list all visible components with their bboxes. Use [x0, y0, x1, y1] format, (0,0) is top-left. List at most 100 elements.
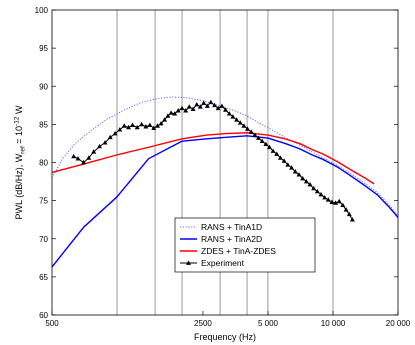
data-point	[346, 211, 352, 217]
data-point	[183, 108, 189, 113]
data-point	[252, 132, 258, 137]
x-tick-label: 5 000	[258, 319, 279, 328]
legend-label: RANS + TinA2D	[201, 234, 262, 244]
series-rans-tina1d	[51, 96, 399, 217]
data-point	[307, 182, 313, 187]
data-point	[303, 178, 309, 184]
data-point	[186, 104, 192, 109]
legend-entry: ZDES + TinA-ZDES	[180, 246, 276, 256]
series-line	[51, 132, 375, 185]
series-rans-tina2d	[51, 135, 399, 268]
data-point	[318, 191, 324, 197]
data-point	[158, 121, 164, 126]
series-line	[51, 96, 399, 217]
data-point	[71, 153, 77, 159]
data-point	[75, 156, 81, 161]
y-label-mid: = 10	[14, 126, 24, 146]
data-point	[215, 105, 221, 111]
data-point	[107, 134, 113, 140]
y-label-base: PWL (dB/Hz), W	[14, 153, 24, 219]
y-tick-label: 70	[39, 235, 48, 244]
data-point	[165, 113, 171, 118]
legend-entry: RANS + TinA1D	[180, 222, 262, 232]
data-point	[241, 123, 247, 128]
data-point	[208, 99, 214, 105]
data-point	[237, 120, 243, 125]
data-point	[266, 144, 272, 150]
y-tick-label: 90	[39, 82, 48, 91]
y-tick-label: 60	[39, 311, 48, 320]
legend-entry: Experiment	[180, 258, 245, 268]
data-point	[194, 101, 200, 107]
data-point	[175, 108, 181, 113]
legend-label: RANS + TinA1D	[201, 222, 262, 232]
data-point	[336, 198, 342, 204]
series-zdes-tina-zdes	[51, 132, 375, 185]
data-point	[263, 141, 269, 147]
grid	[116, 10, 334, 315]
y-tick-label: 65	[39, 273, 48, 282]
legend-label: ZDES + TinA-ZDES	[201, 246, 276, 256]
x-axis-label: Frequency (Hz)	[194, 332, 256, 342]
data-point	[329, 199, 335, 204]
y-tick-label: 85	[39, 120, 48, 129]
data-point	[259, 138, 265, 143]
data-point	[349, 217, 355, 222]
y-tick-label: 80	[39, 159, 48, 168]
data-point	[277, 155, 283, 160]
data-point	[270, 148, 276, 153]
legend-box	[174, 217, 316, 273]
data-point	[234, 117, 240, 122]
x-tick-label: 20 000	[386, 319, 411, 328]
data-point	[248, 129, 254, 134]
legend-entry: RANS + TinA2D	[180, 234, 262, 244]
y-axis-label: PWL (dB/Hz), Wref = 10-12 W	[14, 105, 27, 219]
data-point	[197, 104, 203, 109]
data-point	[139, 121, 145, 127]
data-point	[162, 117, 168, 122]
data-point	[281, 158, 287, 163]
data-point	[112, 130, 118, 136]
series-line	[51, 135, 399, 268]
y-axis: 60 65 70 75 80 85 90 95 100	[35, 6, 398, 320]
data-point	[285, 162, 291, 167]
data-point	[333, 200, 339, 205]
data-point	[179, 105, 185, 111]
y-label-sub: ref	[20, 146, 27, 154]
data-point	[134, 124, 140, 130]
data-point	[97, 143, 103, 149]
x-tick-label: 500	[45, 319, 59, 328]
data-point	[121, 123, 127, 128]
data-point	[245, 126, 250, 131]
data-point	[314, 188, 320, 194]
data-point	[204, 103, 210, 108]
data-point	[117, 127, 123, 132]
data-point	[130, 122, 136, 127]
y-tick-label: 75	[39, 197, 48, 206]
data-point	[147, 122, 153, 127]
data-point	[296, 172, 302, 177]
y-tick-label: 95	[39, 44, 48, 53]
y-tick-label: 100	[35, 6, 49, 15]
data-point	[201, 100, 207, 105]
data-point	[155, 123, 160, 128]
data-point	[219, 103, 225, 108]
data-point	[190, 106, 196, 111]
data-point	[343, 207, 349, 212]
data-point	[340, 202, 346, 208]
data-point	[292, 169, 298, 174]
y-label-end: W	[14, 105, 24, 117]
data-point	[102, 140, 108, 145]
data-point	[256, 135, 261, 140]
data-point	[226, 111, 232, 116]
x-tick-label: 2500	[194, 319, 212, 328]
legend-marker	[186, 260, 191, 265]
data-point	[274, 151, 280, 156]
legend: RANS + TinA1D RANS + TinA2D ZDES + TinA-ZD…	[174, 217, 316, 273]
y-label-sup: -12	[14, 116, 21, 126]
data-point	[126, 124, 131, 130]
series-experiment	[71, 99, 355, 222]
data-point	[230, 114, 236, 119]
data-point	[151, 125, 157, 131]
